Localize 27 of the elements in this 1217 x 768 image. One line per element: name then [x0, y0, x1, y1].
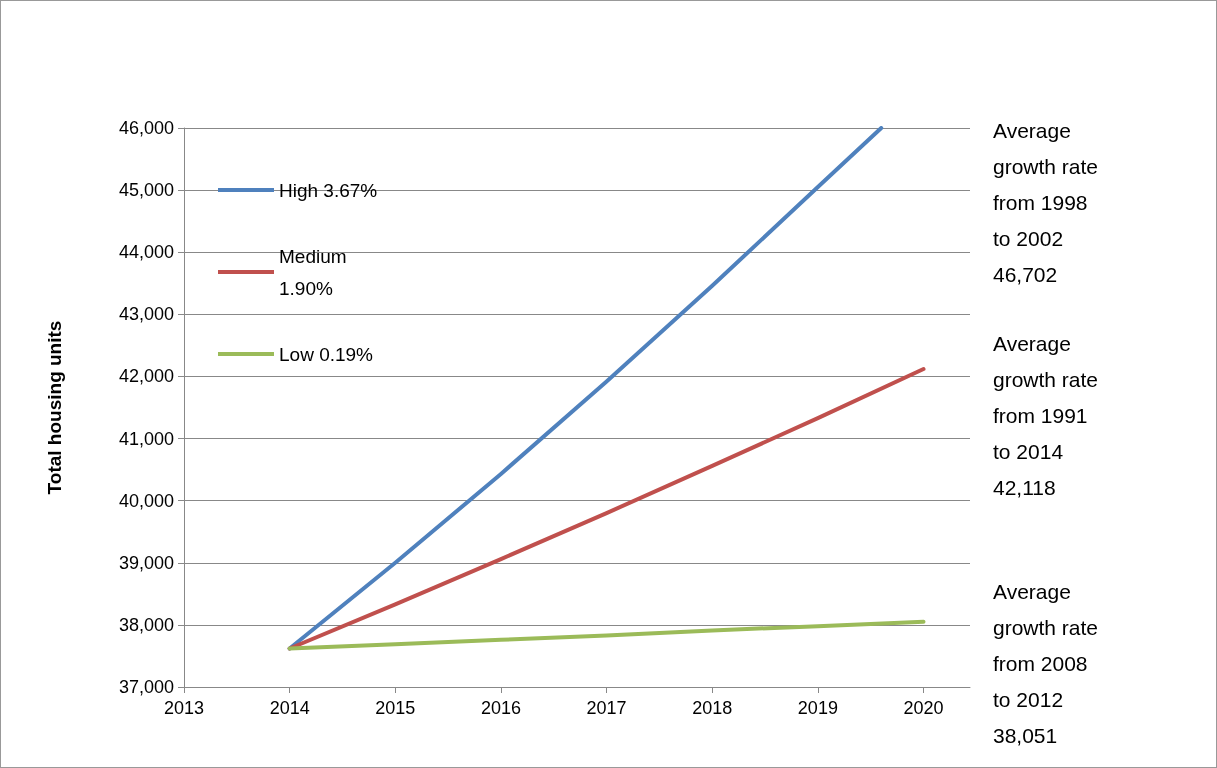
- y-tick-label: 39,000: [118, 552, 174, 573]
- x-tick-label: 2016: [480, 698, 521, 718]
- legend-label: High 3.67%: [279, 179, 378, 201]
- y-tick-label: 38,000: [118, 614, 174, 635]
- line-series: [287, 619, 926, 651]
- x-tick-label: 2014: [269, 698, 310, 718]
- legend-label: Low 0.19%: [279, 343, 374, 365]
- y-tick-label: 44,000: [118, 242, 174, 263]
- y-tick-label: 46,000: [118, 118, 174, 138]
- y-tick-label: 42,000: [118, 366, 174, 387]
- y-axis-title: Total housing units: [44, 320, 65, 495]
- legend-label: Medium 1.90%: [279, 245, 352, 299]
- line-series: [287, 366, 926, 651]
- x-tick-label: 2013: [163, 698, 205, 718]
- x-tick-label: 2020: [903, 698, 944, 718]
- y-tick-label: 37,000: [118, 677, 174, 697]
- text: Average growth rate from 2008 to 2012 38,051: [993, 579, 1100, 749]
- y-tick-label: 41,000: [118, 428, 174, 449]
- x-tick-label: 2018: [692, 698, 733, 718]
- text: Average growth rate from 1998 to 2002 46,702: [993, 118, 1100, 288]
- x-tick-label: 2015: [375, 698, 416, 718]
- y-tick-label: 40,000: [118, 490, 174, 511]
- x-tick-label: 2017: [586, 698, 627, 718]
- text: Average growth rate from 1991 to 2014 42,118: [993, 331, 1100, 501]
- y-tick-label: 45,000: [118, 180, 174, 201]
- x-tick-label: 2019: [797, 698, 838, 718]
- y-tick-label: 43,000: [118, 304, 174, 325]
